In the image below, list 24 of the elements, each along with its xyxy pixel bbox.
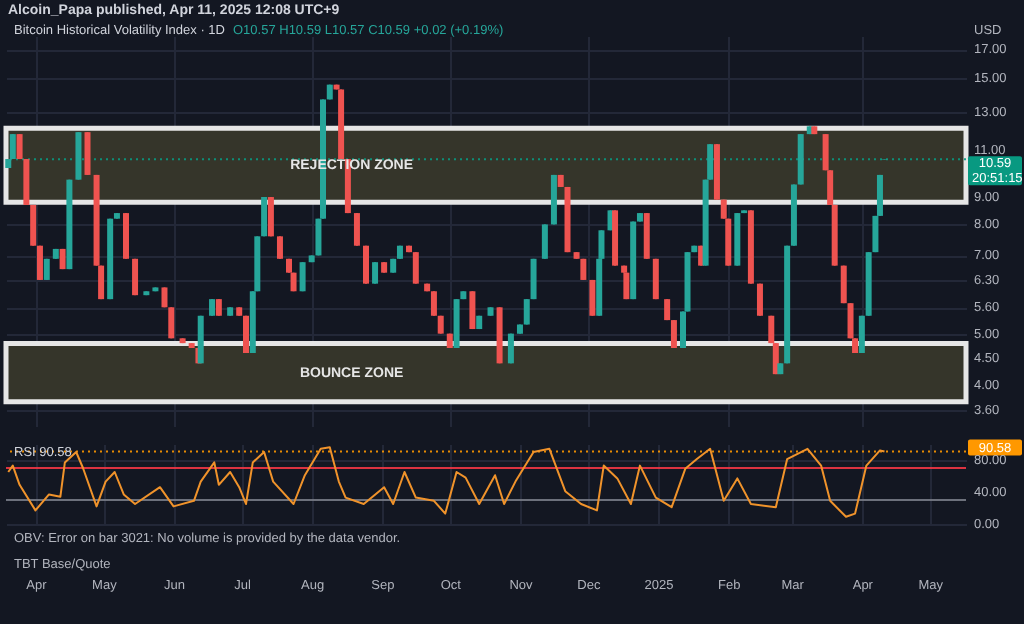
candlestick bbox=[469, 290, 476, 331]
line-series bbox=[7, 446, 886, 518]
candlestick bbox=[168, 306, 175, 340]
candlestick bbox=[670, 319, 677, 350]
candlestick bbox=[541, 223, 548, 260]
candlestick bbox=[372, 261, 379, 285]
candlestick bbox=[643, 212, 650, 260]
candlestick bbox=[36, 244, 43, 281]
candlestick bbox=[75, 131, 82, 181]
candlestick bbox=[16, 133, 23, 161]
candlestick bbox=[299, 261, 306, 293]
candlestick bbox=[276, 235, 283, 260]
candlestick bbox=[267, 196, 274, 238]
candlestick bbox=[30, 203, 37, 247]
candlestick bbox=[23, 158, 30, 206]
candlestick bbox=[353, 212, 360, 247]
candlestick bbox=[430, 290, 437, 317]
candlestick bbox=[261, 196, 268, 238]
candlestick bbox=[523, 298, 530, 326]
candlestick bbox=[756, 282, 763, 317]
candlestick bbox=[84, 131, 91, 176]
candlestick bbox=[589, 278, 596, 317]
candlestick bbox=[412, 251, 419, 285]
candlestick bbox=[9, 133, 16, 161]
